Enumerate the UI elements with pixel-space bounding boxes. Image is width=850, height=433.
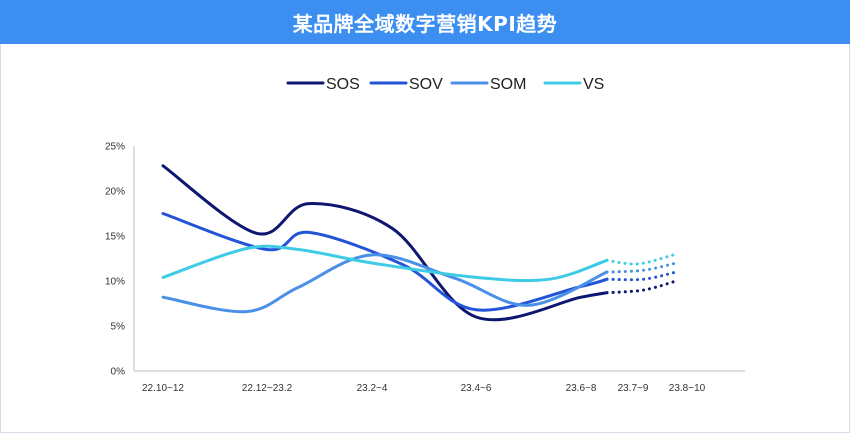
x-tick-label: 23.7~9 [618,383,649,394]
series-projection-sos [605,279,678,295]
x-axis: 22.10~12 22.12~23.2 23.2~4 23.4~6 23.6~8 23.7… [134,370,745,394]
series-projection-som [605,261,678,274]
legend: SOS SOV SOM VS [286,76,604,93]
x-tick-label: 23.2~4 [357,383,388,394]
series-line-som [161,253,609,314]
y-tick-label: 10% [105,277,125,288]
legend-label-sov: SOV [409,76,443,93]
y-tick-label: 15% [105,232,125,243]
x-tick-label: 23.6~8 [566,383,597,394]
x-tick-label: 22.12~23.2 [242,383,293,394]
y-axis: 0% 5% 10% 15% 20% 25% [105,142,135,378]
y-tick-label: 25% [105,142,125,153]
x-tick-label: 23.8~10 [669,383,706,394]
legend-label-som: SOM [490,76,526,93]
series-projection-sov [605,270,678,282]
series-lines [161,164,678,322]
legend-label-vs: VS [583,76,604,93]
y-tick-label: 20% [105,187,125,198]
series-line-sov [161,212,609,312]
chart-title: 某品牌全域数字营销KPI趋势 [292,11,558,36]
series-line-vs [161,244,609,283]
x-tick-label: 22.10~12 [142,383,184,394]
legend-label-sos: SOS [326,76,360,93]
y-tick-label: 0% [111,367,126,378]
title-bar: 某品牌全域数字营销KPI趋势 [0,0,850,44]
series-line-sos [161,164,609,322]
y-tick-label: 5% [111,322,126,333]
series-projection-vs [605,252,678,266]
x-tick-label: 23.4~6 [461,383,492,394]
